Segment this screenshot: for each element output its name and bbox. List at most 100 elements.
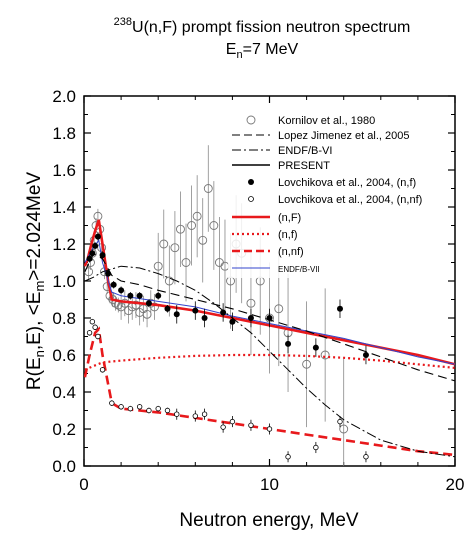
lovchikova-nf-point — [136, 292, 143, 299]
lovchikova-nnf-point — [164, 407, 171, 414]
legend-label: Lovchikova et al., 2004, (n,f) — [278, 177, 416, 189]
lovchikova-nnf-point — [229, 418, 236, 425]
chart-title: 238U(n,F) prompt fission neutron spectru… — [114, 16, 411, 61]
lovchikova-nf-point — [362, 352, 369, 358]
kornilov-point — [176, 224, 185, 234]
legend-label: (n,f) — [278, 229, 298, 241]
lovchikova-nf-point — [94, 233, 101, 240]
lovchikova-nnf-point — [86, 330, 93, 336]
legend-marker — [248, 179, 254, 185]
kornilov-point — [187, 221, 197, 230]
title-reaction: U(n,F) prompt fission neutron spectrum — [132, 19, 410, 36]
y-label-sub-n: n — [32, 350, 47, 357]
y-label-part-e: >=2.024MeV — [24, 172, 45, 281]
lovchikova-nnf-point — [313, 444, 319, 451]
y-tick-label: 1.2 — [52, 235, 76, 254]
lovchikova-nf-point — [99, 252, 106, 259]
legend-marker — [248, 196, 254, 202]
kornilov-point — [192, 211, 202, 221]
legend: Kornilov et al., 1980 Lopez Jimenez et al… — [228, 110, 446, 278]
lovchikova-nnf-point — [92, 324, 98, 330]
lovchikova-nf-point — [92, 242, 99, 249]
lovchikova-nnf-point — [99, 367, 106, 373]
y-axis-label: R(En,E), <Em>=2.024MeV — [24, 172, 47, 391]
lovchikova-nf-point — [247, 315, 254, 321]
legend-background — [228, 110, 446, 278]
y-tick-label: 1.8 — [52, 124, 76, 143]
kornilov-point — [150, 302, 159, 312]
legend-marker — [246, 115, 256, 125]
lovchikova-nnf-point — [220, 424, 226, 430]
kornilov-point — [320, 350, 330, 360]
lovchikova-nf-point — [145, 300, 152, 307]
kornilov-point — [164, 276, 174, 286]
lovchikova-nf-point — [110, 281, 117, 288]
lovchikova-nf-point — [201, 315, 208, 321]
legend-label: (n,nf) — [278, 246, 304, 258]
y-tick-label: 0.0 — [52, 457, 76, 476]
y-tick-label: 0.6 — [52, 346, 76, 365]
y-tick-label: 0.4 — [52, 383, 76, 402]
legend-label: ENDF/B-VII — [278, 265, 320, 274]
title-energy-symbol: E — [226, 41, 237, 58]
lovchikova-nf-point — [118, 287, 125, 294]
y-tick-label: 1.6 — [52, 161, 76, 180]
y-tick-label: 0.8 — [52, 309, 76, 328]
lovchikova-nnf-point — [248, 422, 254, 428]
y-tick-label: 2.0 — [52, 87, 76, 106]
lovchikova-nnf-point — [136, 404, 143, 410]
kornilov-point — [181, 258, 191, 267]
lovchikova-nnf-point — [127, 405, 134, 412]
kornilov-point — [203, 184, 213, 193]
series-line — [84, 353, 455, 371]
y-label-sub-m: m — [32, 281, 47, 292]
lovchikova-nf-point — [155, 292, 162, 299]
series-line — [84, 326, 455, 457]
lovchikova-nnf-point — [146, 407, 152, 414]
kornilov-point — [159, 239, 169, 249]
lovchikova-nnf-point — [155, 405, 161, 412]
series-line — [84, 219, 455, 366]
lovchikova-nf-point — [336, 305, 343, 312]
lovchikova-nf-point — [86, 255, 93, 262]
kornilov-point — [302, 359, 312, 369]
title-energy-subscript: n — [236, 49, 242, 61]
lovchikova-nnf-point — [118, 404, 124, 410]
lovchikova-nnf-point — [201, 411, 208, 417]
kornilov-point — [209, 221, 219, 230]
chart-title-line1: 238U(n,F) prompt fission neutron spectru… — [114, 16, 411, 36]
lovchikova-nnf-point — [174, 411, 180, 417]
lovchikova-nf-point — [89, 250, 96, 257]
kornilov-point — [153, 261, 163, 271]
lovchikova-nf-point — [164, 305, 171, 312]
legend-label: Lovchikova et al., 2004, (n,nf) — [278, 194, 422, 206]
y-tick-label: 1.4 — [52, 198, 76, 217]
title-isotope-superscript: 238 — [114, 16, 132, 28]
lovchikova-nf-point — [105, 270, 112, 277]
legend-label: (n,F) — [278, 212, 301, 224]
kornilov-point — [274, 304, 284, 314]
lovchikova-nf-point — [266, 315, 273, 321]
y-label-part-a: R(E — [24, 357, 45, 390]
y-label-part-c: ,E), <E — [24, 292, 45, 351]
legend-label: ENDF/B-VI — [278, 145, 332, 157]
kornilov-point — [84, 267, 94, 277]
legend-label: Lopez Jimenez et al., 2005 — [278, 130, 409, 142]
lovchikova-nnf-point — [266, 426, 273, 432]
x-tick-label: 0 — [79, 475, 88, 494]
lovchikova-nnf-point — [109, 400, 115, 406]
x-tick-label: 20 — [446, 475, 465, 494]
axis-tick-labels: 0.0 0.2 0.4 0.6 0.8 1.0 1.2 1.4 1.6 1.8 2.0 0 10 20 — [52, 87, 464, 494]
lovchikova-nf-point — [220, 309, 227, 316]
lovchikova-nf-point — [192, 307, 199, 314]
x-axis-label: Neutron energy, MeV — [179, 510, 359, 531]
kornilov-point — [339, 424, 349, 434]
lovchikova-nf-point — [173, 311, 180, 318]
kornilov-point — [198, 235, 208, 245]
lovchikova-nnf-point — [363, 454, 369, 460]
legend-label: Kornilov et al., 1980 — [278, 115, 375, 127]
y-tick-label: 0.2 — [52, 420, 76, 439]
y-tick-label: 1.0 — [52, 272, 76, 291]
lovchikova-nf-point — [285, 340, 292, 347]
